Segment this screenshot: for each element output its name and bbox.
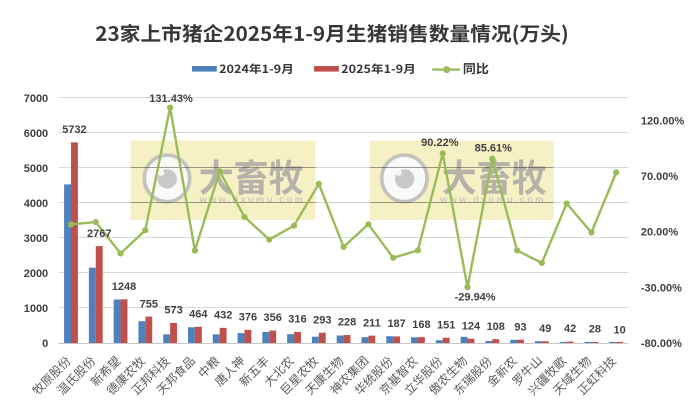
svg-text:3000: 3000 bbox=[24, 233, 48, 245]
svg-text:108: 108 bbox=[487, 321, 505, 333]
svg-text:187: 187 bbox=[387, 318, 405, 330]
svg-text:228: 228 bbox=[338, 317, 356, 329]
svg-text:356: 356 bbox=[264, 312, 282, 324]
svg-text:10: 10 bbox=[614, 324, 626, 336]
svg-text:211: 211 bbox=[363, 317, 381, 329]
svg-text:2000: 2000 bbox=[24, 268, 48, 280]
svg-text:1248: 1248 bbox=[112, 281, 136, 293]
svg-text:70.00%: 70.00% bbox=[641, 171, 679, 183]
svg-text:464: 464 bbox=[189, 308, 208, 320]
svg-text:293: 293 bbox=[313, 314, 331, 326]
svg-text:5000: 5000 bbox=[24, 163, 48, 175]
svg-text:376: 376 bbox=[239, 312, 257, 324]
svg-text:90.22%: 90.22% bbox=[421, 137, 459, 149]
svg-text:151: 151 bbox=[437, 319, 455, 331]
svg-text:-80.00%: -80.00% bbox=[641, 338, 682, 350]
svg-text:-30.00%: -30.00% bbox=[641, 282, 682, 294]
svg-text:1000: 1000 bbox=[24, 303, 48, 315]
svg-text:0: 0 bbox=[42, 338, 48, 350]
svg-text:www.dxumu.com: www.dxumu.com bbox=[439, 195, 546, 206]
svg-text:28: 28 bbox=[589, 324, 601, 336]
svg-text:-29.94%: -29.94% bbox=[455, 291, 496, 303]
svg-text:42: 42 bbox=[564, 323, 576, 335]
svg-text:93: 93 bbox=[514, 321, 526, 333]
svg-text:168: 168 bbox=[412, 319, 430, 331]
svg-text:755: 755 bbox=[140, 298, 158, 310]
svg-text:20.00%: 20.00% bbox=[641, 227, 679, 239]
svg-text:85.61%: 85.61% bbox=[475, 142, 513, 154]
svg-text:124: 124 bbox=[462, 320, 481, 332]
svg-text:6000: 6000 bbox=[24, 128, 48, 140]
svg-text:2767: 2767 bbox=[87, 228, 111, 240]
svg-text:316: 316 bbox=[288, 314, 306, 326]
svg-text:432: 432 bbox=[214, 310, 232, 322]
svg-text:131.43%: 131.43% bbox=[149, 93, 193, 105]
svg-text:4000: 4000 bbox=[24, 198, 48, 210]
svg-text:5732: 5732 bbox=[62, 124, 86, 136]
svg-text:120.00%: 120.00% bbox=[641, 115, 685, 127]
svg-text:www.dxumu.com: www.dxumu.com bbox=[198, 195, 305, 206]
svg-text:7000: 7000 bbox=[24, 93, 48, 105]
svg-text:573: 573 bbox=[164, 305, 182, 317]
svg-text:49: 49 bbox=[539, 323, 551, 335]
